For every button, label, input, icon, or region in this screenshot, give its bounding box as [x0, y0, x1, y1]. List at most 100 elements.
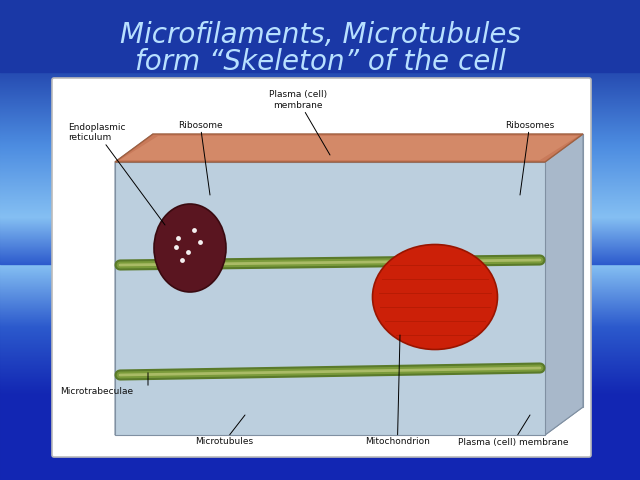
- Bar: [0, 226, 640, 227]
- Bar: [0, 43, 640, 44]
- Bar: [0, 236, 640, 237]
- Bar: [0, 117, 640, 118]
- Bar: [0, 102, 640, 103]
- Bar: [0, 382, 640, 383]
- Bar: [0, 158, 640, 159]
- Bar: [0, 398, 640, 399]
- Bar: [0, 380, 640, 381]
- Bar: [0, 359, 640, 360]
- Bar: [0, 378, 640, 379]
- Bar: [0, 112, 640, 113]
- Bar: [0, 131, 640, 132]
- Bar: [0, 97, 640, 98]
- Bar: [0, 210, 640, 211]
- Bar: [0, 396, 640, 397]
- Bar: [0, 157, 640, 158]
- Bar: [0, 84, 640, 85]
- Bar: [0, 267, 640, 268]
- Bar: [0, 109, 640, 110]
- Bar: [0, 308, 640, 309]
- Bar: [0, 470, 640, 471]
- Bar: [0, 419, 640, 420]
- Bar: [0, 125, 640, 126]
- Bar: [0, 221, 640, 222]
- Bar: [0, 401, 640, 402]
- Bar: [0, 266, 640, 267]
- Bar: [0, 15, 640, 16]
- Text: Plasma (cell)
membrane: Plasma (cell) membrane: [269, 90, 330, 155]
- Bar: [0, 338, 640, 339]
- Bar: [0, 142, 640, 143]
- Bar: [0, 397, 640, 398]
- Bar: [0, 463, 640, 464]
- Bar: [0, 461, 640, 462]
- Bar: [0, 312, 640, 313]
- Bar: [0, 343, 640, 344]
- Bar: [0, 175, 640, 176]
- Bar: [0, 87, 640, 88]
- Bar: [0, 194, 640, 195]
- Bar: [0, 58, 640, 59]
- Polygon shape: [115, 134, 153, 435]
- Bar: [0, 235, 640, 236]
- Bar: [0, 408, 640, 409]
- Bar: [0, 300, 640, 301]
- Bar: [0, 431, 640, 432]
- Text: Ribosome: Ribosome: [178, 120, 223, 195]
- Bar: [0, 288, 640, 289]
- Bar: [0, 45, 640, 46]
- Bar: [0, 208, 640, 209]
- Bar: [0, 388, 640, 389]
- Bar: [0, 47, 640, 48]
- Bar: [0, 149, 640, 150]
- Bar: [0, 290, 640, 291]
- Text: Microtubules: Microtubules: [195, 415, 253, 446]
- Bar: [0, 362, 640, 363]
- Bar: [0, 242, 640, 243]
- Bar: [0, 9, 640, 10]
- Bar: [0, 275, 640, 276]
- Bar: [0, 161, 640, 162]
- Bar: [0, 232, 640, 233]
- Bar: [0, 321, 640, 322]
- Bar: [0, 215, 640, 216]
- Bar: [0, 93, 640, 94]
- Bar: [0, 6, 640, 7]
- Bar: [0, 329, 640, 330]
- Bar: [0, 177, 640, 178]
- Bar: [0, 307, 640, 308]
- Bar: [0, 369, 640, 370]
- Bar: [0, 274, 640, 275]
- Bar: [0, 265, 640, 266]
- Bar: [0, 255, 640, 256]
- Bar: [0, 348, 640, 349]
- Bar: [0, 150, 640, 151]
- Bar: [0, 336, 640, 337]
- Bar: [0, 237, 640, 238]
- Bar: [0, 77, 640, 78]
- Bar: [0, 413, 640, 414]
- Bar: [0, 56, 640, 57]
- Bar: [0, 465, 640, 466]
- Bar: [0, 459, 640, 460]
- Bar: [0, 212, 640, 213]
- Bar: [0, 30, 640, 31]
- Bar: [0, 241, 640, 242]
- Bar: [0, 132, 640, 133]
- Bar: [0, 185, 640, 186]
- Bar: [0, 83, 640, 84]
- Bar: [0, 53, 640, 54]
- Bar: [0, 86, 640, 87]
- Bar: [0, 268, 640, 269]
- Bar: [0, 262, 640, 263]
- Bar: [0, 460, 640, 461]
- Bar: [0, 91, 640, 92]
- Bar: [0, 25, 640, 26]
- Bar: [0, 416, 640, 417]
- Bar: [0, 473, 640, 474]
- Bar: [0, 471, 640, 472]
- Bar: [0, 451, 640, 452]
- Bar: [0, 28, 640, 29]
- Bar: [0, 37, 640, 38]
- Bar: [0, 344, 640, 345]
